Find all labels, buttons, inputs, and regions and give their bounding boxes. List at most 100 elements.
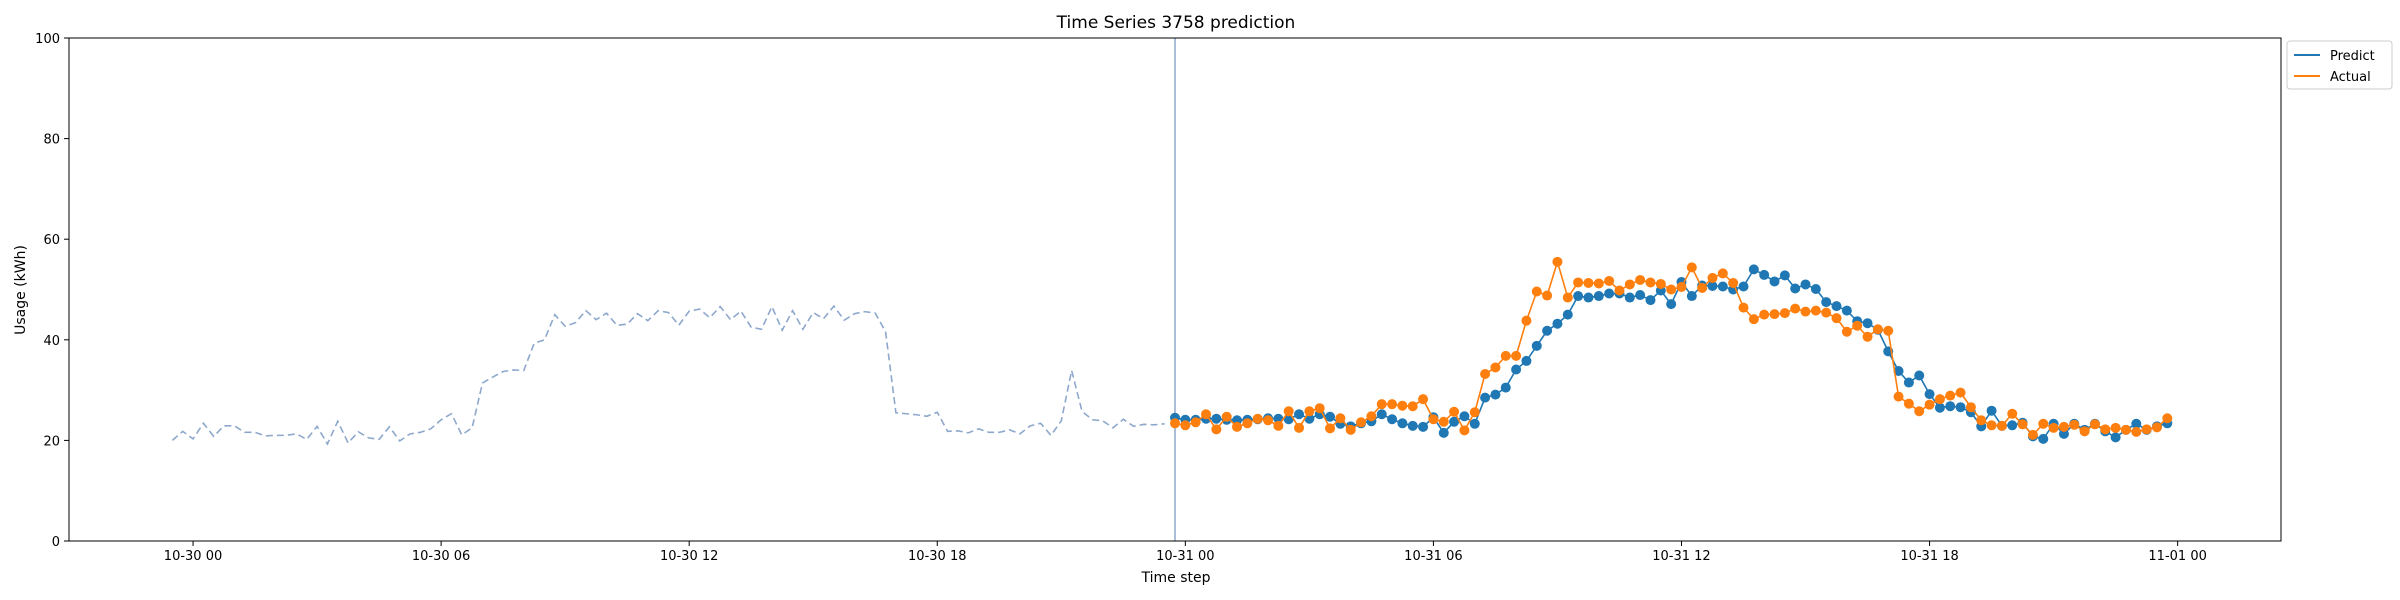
predict-point <box>1924 389 1935 400</box>
actual-point <box>1211 424 1222 435</box>
predict-point <box>1438 427 1449 438</box>
predict-point <box>1325 411 1336 422</box>
legend: Predict Actual <box>2286 40 2393 90</box>
actual-point <box>2017 419 2028 430</box>
actual-point <box>1903 398 1914 409</box>
predict-point <box>1562 309 1573 320</box>
predict-point <box>1779 270 1790 281</box>
actual-point <box>1345 424 1356 435</box>
actual-point <box>1697 282 1708 293</box>
predict-point <box>2038 433 2049 444</box>
actual-point <box>2058 421 2069 432</box>
y-axis-label: Usage (kWh) <box>13 245 29 335</box>
legend-actual-label: Actual <box>2330 70 2371 85</box>
predict-point <box>1593 291 1604 302</box>
actual-point <box>1583 277 1594 288</box>
actual-point <box>1314 403 1325 414</box>
predict-point <box>1531 340 1542 351</box>
y-tick-label: 60 <box>43 233 60 248</box>
actual-point <box>1552 256 1563 267</box>
actual-point <box>1872 324 1883 335</box>
actual-point <box>1304 406 1315 417</box>
predict-point <box>1748 264 1759 275</box>
predict-point <box>1790 283 1801 294</box>
predict-point <box>1459 411 1470 422</box>
actual-point <box>1283 406 1294 417</box>
actual-point <box>1562 292 1573 303</box>
actual-point <box>1242 418 1253 429</box>
x-tick-label: 10-31 00 <box>1156 549 1214 564</box>
actual-point <box>1831 313 1842 324</box>
actual-point <box>2110 422 2121 433</box>
actual-point <box>1418 394 1429 405</box>
actual-point <box>2089 419 2100 430</box>
actual-point <box>1221 411 1232 422</box>
actual-point <box>1449 406 1460 417</box>
actual-point <box>2100 424 2111 435</box>
actual-point <box>1996 420 2007 431</box>
actual-point <box>1717 268 1728 279</box>
predict-point <box>1604 288 1615 299</box>
x-axis-label: Time step <box>1141 570 1211 586</box>
predict-point <box>1511 364 1522 375</box>
predict-point <box>1955 402 1966 413</box>
actual-point <box>1862 331 1873 342</box>
predict-point <box>1418 421 1429 432</box>
predict-point <box>1862 318 1873 329</box>
actual-point <box>2120 424 2131 435</box>
predict-point <box>1841 305 1852 316</box>
actual-point <box>1469 407 1480 418</box>
predict-point <box>1573 291 1584 302</box>
actual-point <box>1263 415 1274 426</box>
predict-point <box>1645 295 1656 306</box>
actual-point <box>1521 315 1532 326</box>
actual-point <box>1480 369 1491 380</box>
chart-title: Time Series 3758 prediction <box>1056 13 1296 33</box>
actual-point <box>1387 399 1398 410</box>
predict-point <box>1934 402 1945 413</box>
actual-point <box>1841 326 1852 337</box>
actual-point <box>2151 422 2162 433</box>
actual-point <box>1821 307 1832 318</box>
actual-point <box>1428 414 1439 425</box>
actual-point <box>2162 413 2173 424</box>
x-tick-label: 10-30 06 <box>412 549 470 564</box>
actual-point <box>1934 394 1945 405</box>
actual-point <box>1728 277 1739 288</box>
actual-point <box>1965 402 1976 413</box>
actual-point <box>1376 399 1387 410</box>
predict-point <box>1521 355 1532 366</box>
actual-point <box>1893 391 1904 402</box>
predict-point <box>1903 377 1914 388</box>
actual-point <box>1707 272 1718 283</box>
plot-frame <box>68 37 2282 542</box>
actual-point <box>1924 399 1935 410</box>
x-tick-label: 10-31 06 <box>1404 549 1462 564</box>
actual-point <box>2069 419 2080 430</box>
actual-point <box>1604 275 1615 286</box>
predict-point <box>1294 409 1305 420</box>
actual-point <box>2007 408 2018 419</box>
actual-point <box>1190 417 1201 428</box>
predict-point <box>2007 420 2018 431</box>
predict-point <box>1211 413 1222 424</box>
x-tick-label: 10-30 18 <box>908 549 966 564</box>
actual-point <box>1769 309 1780 320</box>
actual-point <box>1738 302 1749 313</box>
predict-point <box>1769 276 1780 287</box>
actual-point <box>1201 409 1212 420</box>
actual-point <box>1666 284 1677 295</box>
actual-point <box>1397 400 1408 411</box>
legend-predict-label: Predict <box>2330 49 2375 64</box>
actual-point <box>1252 413 1263 424</box>
actual-point <box>1624 279 1635 290</box>
actual-point <box>1914 406 1925 417</box>
actual-point <box>1614 285 1625 296</box>
actual-point <box>1800 306 1811 317</box>
actual-point <box>1779 308 1790 319</box>
predict-point <box>1500 382 1511 393</box>
predict-point <box>1490 389 1501 400</box>
history-series-line <box>171 304 1165 446</box>
